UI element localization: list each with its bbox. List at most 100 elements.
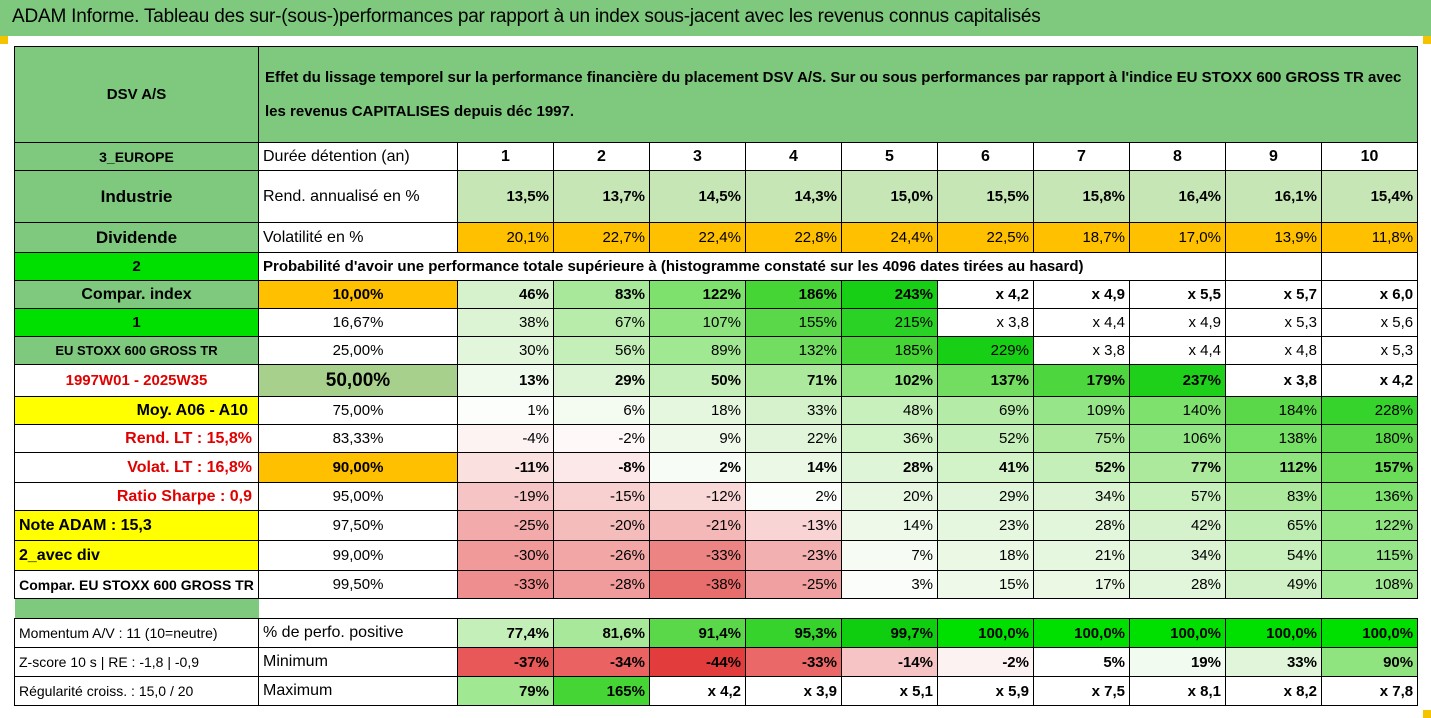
- year-header: 6: [937, 142, 1034, 171]
- prob-cell: 1%: [457, 396, 554, 425]
- prob-cell: -25%: [745, 570, 842, 599]
- prob-cell: x 4,9: [1129, 308, 1226, 337]
- vol-cell: 20,1%: [457, 222, 554, 253]
- rend-cell: 15,0%: [841, 170, 938, 223]
- vol-cell: 24,4%: [841, 222, 938, 253]
- prob-cell: 157%: [1320, 452, 1419, 483]
- prob-cell: 237%: [1129, 364, 1226, 397]
- period-label: 1997W01 - 2025W35: [14, 364, 259, 397]
- vol-cell: 17,0%: [1129, 222, 1226, 253]
- prob-cell: 83%: [1225, 482, 1322, 511]
- regularite-label: Régularité croiss. : 15,0 / 20: [14, 676, 259, 706]
- pos-cell: 100,0%: [1129, 618, 1226, 648]
- rend-cell: 15,4%: [1320, 170, 1419, 223]
- year-header: 9: [1225, 142, 1322, 171]
- prob-cell: -26%: [553, 540, 650, 571]
- prob-cell: 28%: [1129, 570, 1226, 599]
- prob-cell: x 4,8: [1225, 336, 1322, 365]
- prob-cell: 48%: [841, 396, 938, 425]
- prob-level: 83,33%: [258, 424, 458, 453]
- vol-label: Volatilité en %: [258, 222, 458, 253]
- performance-table: DSV A/S Effet du lissage temporel sur la…: [14, 46, 1419, 706]
- year-header: 10: [1320, 142, 1419, 171]
- prob-cell: -33%: [457, 570, 554, 599]
- prob-cell: 34%: [1033, 482, 1130, 511]
- min-cell: -44%: [649, 647, 746, 677]
- prob-cell: 155%: [745, 308, 842, 337]
- prob-cell: 138%: [1225, 424, 1322, 453]
- rend-label: Rend. annualisé en %: [258, 170, 458, 223]
- vol-cell: 18,7%: [1033, 222, 1130, 253]
- min-cell: -14%: [841, 647, 938, 677]
- prob-cell: 122%: [649, 280, 746, 309]
- prob-cell: x 3,8: [1033, 336, 1130, 365]
- prob-cell: 109%: [1033, 396, 1130, 425]
- rend-cell: 15,8%: [1033, 170, 1130, 223]
- prob-cell: 132%: [745, 336, 842, 365]
- separator-bar: [14, 598, 259, 619]
- max-cell: x 7,8: [1320, 676, 1419, 706]
- prob-cell: 9%: [649, 424, 746, 453]
- prob-cell: 65%: [1225, 510, 1322, 541]
- dividend-label: Dividende: [14, 222, 259, 253]
- prob-cell: 7%: [841, 540, 938, 571]
- year-header: 2: [553, 142, 650, 171]
- region-label: 3_EUROPE: [14, 142, 259, 171]
- prob-cell: 106%: [1129, 424, 1226, 453]
- note-adam: Note ADAM : 15,3: [14, 510, 259, 541]
- min-cell: 33%: [1225, 647, 1322, 677]
- prob-cell: x 4,4: [1129, 336, 1226, 365]
- vol-cell: 13,9%: [1225, 222, 1322, 253]
- corner-marker: [0, 36, 8, 44]
- prob-cell: 21%: [1033, 540, 1130, 571]
- prob-cell: -2%: [553, 424, 650, 453]
- rend-cell: 16,4%: [1129, 170, 1226, 223]
- pos-cell: 99,7%: [841, 618, 938, 648]
- momentum-label: Momentum A/V : 11 (10=neutre): [14, 618, 259, 648]
- prob-cell: -13%: [745, 510, 842, 541]
- min-cell: -2%: [937, 647, 1034, 677]
- prob-cell: 179%: [1033, 364, 1130, 397]
- volat-lt-label: Volat. LT : 16,8%: [14, 452, 259, 483]
- prob-level: 16,67%: [258, 308, 458, 337]
- prob-cell: 140%: [1129, 396, 1226, 425]
- prob-cell: 57%: [1129, 482, 1226, 511]
- prob-cell: x 3,8: [937, 308, 1034, 337]
- moy-label: Moy. A06 - A10: [14, 396, 259, 425]
- prob-cell: 56%: [553, 336, 650, 365]
- compar-index-label: Compar. index: [14, 280, 259, 309]
- code-2: 2: [14, 252, 259, 281]
- prob-level: 95,00%: [258, 482, 458, 511]
- prob-cell: -4%: [457, 424, 554, 453]
- max-cell: 79%: [457, 676, 554, 706]
- prob-cell: 180%: [1320, 424, 1419, 453]
- pos-cell: 95,3%: [745, 618, 842, 648]
- prob-cell: x 4,2: [1320, 364, 1419, 397]
- max-cell: x 4,2: [649, 676, 746, 706]
- prob-cell: -12%: [649, 482, 746, 511]
- prob-cell: 52%: [1033, 452, 1130, 483]
- prob-cell: 115%: [1320, 540, 1419, 571]
- prob-cell: 108%: [1320, 570, 1419, 599]
- prob-cell: 54%: [1225, 540, 1322, 571]
- year-header: 8: [1129, 142, 1226, 171]
- prob-cell: 28%: [1033, 510, 1130, 541]
- vol-cell: 22,7%: [553, 222, 650, 253]
- prob-cell: 184%: [1225, 396, 1322, 425]
- prob-cell: 23%: [937, 510, 1034, 541]
- prob-cell: 137%: [937, 364, 1034, 397]
- prob-cell: 33%: [745, 396, 842, 425]
- prob-cell: 215%: [841, 308, 938, 337]
- pos-cell: 81,6%: [553, 618, 650, 648]
- prob-cell: -21%: [649, 510, 746, 541]
- prob-cell: 29%: [937, 482, 1034, 511]
- prob-cell: 22%: [745, 424, 842, 453]
- min-cell: 5%: [1033, 647, 1130, 677]
- rend-lt-label: Rend. LT : 15,8%: [14, 424, 259, 453]
- prob-cell: 50%: [649, 364, 746, 397]
- table-description: Effet du lissage temporel sur la perform…: [257, 46, 1419, 143]
- prob-cell: -38%: [649, 570, 746, 599]
- max-cell: 165%: [553, 676, 650, 706]
- year-header: 1: [457, 142, 554, 171]
- prob-cell: 71%: [745, 364, 842, 397]
